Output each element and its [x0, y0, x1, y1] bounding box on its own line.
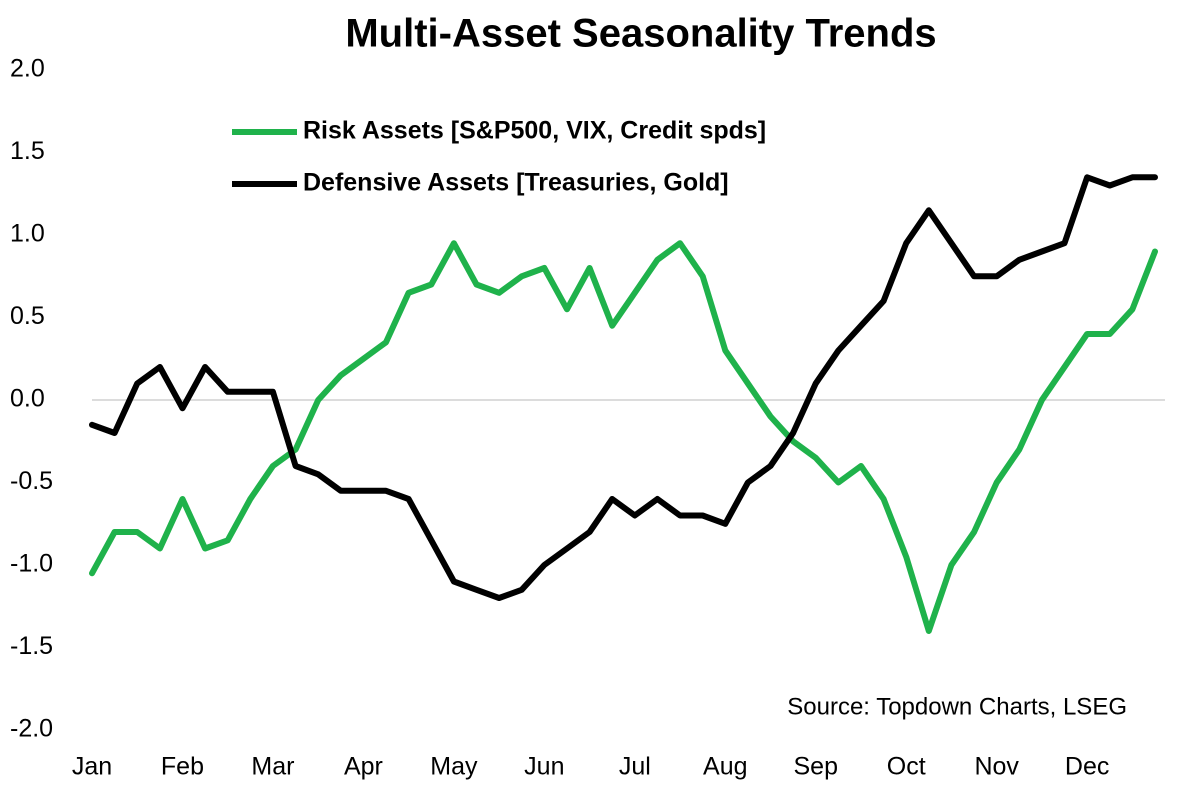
y-tick-label: 2.0 [10, 55, 45, 83]
legend-label: Defensive Assets [Treasuries, Gold] [303, 169, 729, 197]
y-tick-label: 0.5 [10, 302, 45, 330]
x-tick-label: Oct [887, 753, 926, 781]
y-tick-label: 1.5 [10, 137, 45, 165]
x-tick-label: Aug [703, 753, 747, 781]
series-line [89, 240, 1158, 634]
y-tick-label: -1.0 [10, 550, 53, 578]
x-tick-label: Jul [619, 753, 651, 781]
y-tick-label: 0.0 [10, 385, 45, 413]
x-tick-label: Jan [72, 753, 112, 781]
x-tick-label: Nov [974, 753, 1019, 781]
x-tick-label: May [430, 753, 478, 781]
x-tick-label: Mar [251, 753, 294, 781]
x-tick-label: Apr [344, 753, 383, 781]
y-tick-label: -0.5 [10, 467, 53, 495]
series-line [89, 174, 1158, 601]
source-note: Source: Topdown Charts, LSEG [787, 693, 1127, 720]
x-tick-label: Jun [524, 753, 564, 781]
y-tick-label: -2.0 [10, 715, 53, 743]
chart-title: Multi-Asset Seasonality Trends [345, 12, 936, 56]
legend-label: Risk Assets [S&P500, VIX, Credit spds] [303, 117, 766, 145]
y-tick-label: 1.0 [10, 220, 45, 248]
x-tick-label: Dec [1065, 753, 1109, 781]
x-tick-label: Sep [794, 753, 838, 781]
y-tick-label: -1.5 [10, 632, 53, 660]
x-tick-label: Feb [161, 753, 204, 781]
